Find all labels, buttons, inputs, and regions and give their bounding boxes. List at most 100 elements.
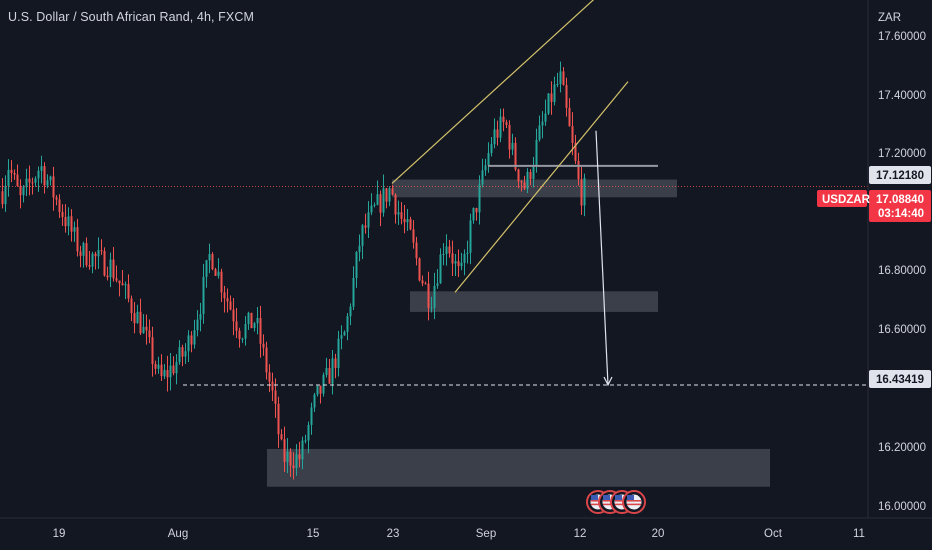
candle-body bbox=[403, 218, 406, 223]
candle-body bbox=[187, 335, 190, 352]
time-tick-label: Oct bbox=[764, 528, 783, 540]
candle-body bbox=[280, 434, 283, 440]
flag-canton bbox=[591, 495, 598, 500]
candle-body bbox=[94, 253, 97, 257]
candle-body bbox=[130, 298, 133, 314]
candle-body bbox=[457, 261, 460, 267]
candle-body bbox=[97, 250, 100, 257]
candle-body bbox=[259, 318, 262, 344]
candle-body bbox=[40, 166, 43, 171]
candle-body bbox=[487, 153, 490, 166]
time-tick-label: 19 bbox=[53, 528, 66, 540]
candle-body bbox=[79, 251, 82, 256]
candle-body bbox=[454, 261, 457, 264]
candle-body bbox=[172, 365, 175, 374]
candle-body bbox=[106, 275, 109, 278]
candle-body bbox=[367, 212, 370, 228]
price-zone bbox=[410, 291, 658, 312]
candle-body bbox=[85, 243, 88, 266]
candle-body bbox=[64, 217, 67, 227]
flag-canton bbox=[603, 495, 610, 500]
candle-body bbox=[352, 277, 355, 307]
candle-body bbox=[151, 337, 154, 365]
candle-body bbox=[70, 216, 73, 232]
candle-body bbox=[277, 403, 280, 435]
level-price-tag-bg bbox=[869, 166, 931, 184]
candle-body bbox=[67, 216, 70, 227]
candle-body bbox=[133, 313, 136, 324]
candle-body bbox=[547, 93, 550, 114]
candle-body bbox=[310, 407, 313, 425]
candle-body bbox=[127, 284, 130, 299]
candle-body bbox=[508, 124, 511, 150]
candle-body bbox=[124, 284, 127, 286]
candle-body bbox=[445, 246, 448, 254]
price-zone bbox=[392, 179, 677, 198]
candle-body bbox=[553, 84, 556, 102]
wedge-trendline bbox=[454, 81, 629, 293]
candle-body bbox=[37, 170, 40, 179]
candle-body bbox=[211, 254, 214, 270]
candle-body bbox=[343, 331, 346, 336]
candle-body bbox=[529, 172, 532, 180]
candle-body bbox=[301, 440, 304, 460]
candle-body bbox=[436, 283, 439, 286]
candle-body bbox=[376, 194, 379, 205]
projection-arrowhead bbox=[603, 376, 613, 387]
flag-stripe bbox=[615, 503, 629, 506]
price-axis-background bbox=[868, 0, 932, 518]
candle-body bbox=[229, 301, 232, 310]
candle-body bbox=[4, 185, 7, 205]
candle-body bbox=[358, 245, 361, 252]
candle-body bbox=[349, 306, 352, 317]
flag-stripe bbox=[591, 500, 605, 502]
candle-body bbox=[448, 246, 451, 254]
candle-body bbox=[562, 71, 565, 86]
price-zone bbox=[267, 448, 770, 487]
time-tick-label: Aug bbox=[168, 528, 188, 540]
candle-body bbox=[16, 174, 19, 186]
time-tick-label: 23 bbox=[387, 528, 400, 540]
candle-body bbox=[46, 180, 49, 186]
candle-body bbox=[22, 186, 25, 196]
candle-body bbox=[25, 178, 28, 187]
candle-body bbox=[505, 122, 508, 125]
candle-body bbox=[223, 292, 226, 299]
candle-body bbox=[463, 254, 466, 263]
price-axis[interactable]: ZAR 17.60000 17.40000 17.20000 16.80000 16.60… bbox=[817, 0, 932, 518]
candle-body bbox=[568, 107, 571, 127]
candle-body bbox=[388, 188, 391, 202]
candle-body bbox=[337, 338, 340, 369]
price-tick-label: 16.20000 bbox=[878, 442, 926, 454]
support-resistance-zones bbox=[267, 179, 770, 487]
candle-body bbox=[559, 71, 562, 84]
time-axis[interactable]: 19 Aug 15 23 Sep 12 20 Oct 11 bbox=[0, 517, 932, 550]
candle-body bbox=[373, 204, 376, 206]
flag-stripe bbox=[603, 503, 617, 506]
candle-body bbox=[466, 252, 469, 255]
candle-body bbox=[406, 219, 409, 223]
candle-body bbox=[121, 283, 124, 286]
candle-body bbox=[28, 178, 31, 183]
candle-body bbox=[493, 129, 496, 145]
candle-body bbox=[55, 197, 58, 200]
candle-body bbox=[238, 330, 241, 339]
candle-body bbox=[538, 125, 541, 140]
candle-body bbox=[154, 364, 157, 369]
candle-body bbox=[460, 262, 463, 267]
flag-canton bbox=[627, 495, 634, 500]
candle-body bbox=[220, 271, 223, 293]
flag-stripe bbox=[627, 503, 641, 506]
candle-body bbox=[271, 381, 274, 391]
candle-body bbox=[247, 312, 250, 325]
symbol-tag: USDZAR bbox=[822, 194, 871, 206]
candle-body bbox=[253, 323, 256, 329]
candle-body bbox=[199, 314, 202, 320]
candle-body bbox=[193, 330, 196, 345]
candle-body bbox=[208, 254, 211, 261]
candle-body bbox=[571, 126, 574, 143]
candle-body bbox=[217, 271, 220, 276]
candle-body bbox=[328, 367, 331, 384]
